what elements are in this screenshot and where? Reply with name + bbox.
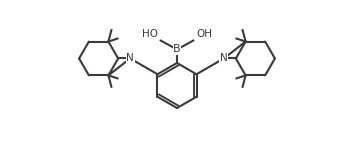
Text: N: N xyxy=(220,53,228,64)
Text: OH: OH xyxy=(196,29,212,39)
Text: HO: HO xyxy=(142,29,158,39)
Text: B: B xyxy=(173,45,181,54)
Text: N: N xyxy=(126,53,134,64)
